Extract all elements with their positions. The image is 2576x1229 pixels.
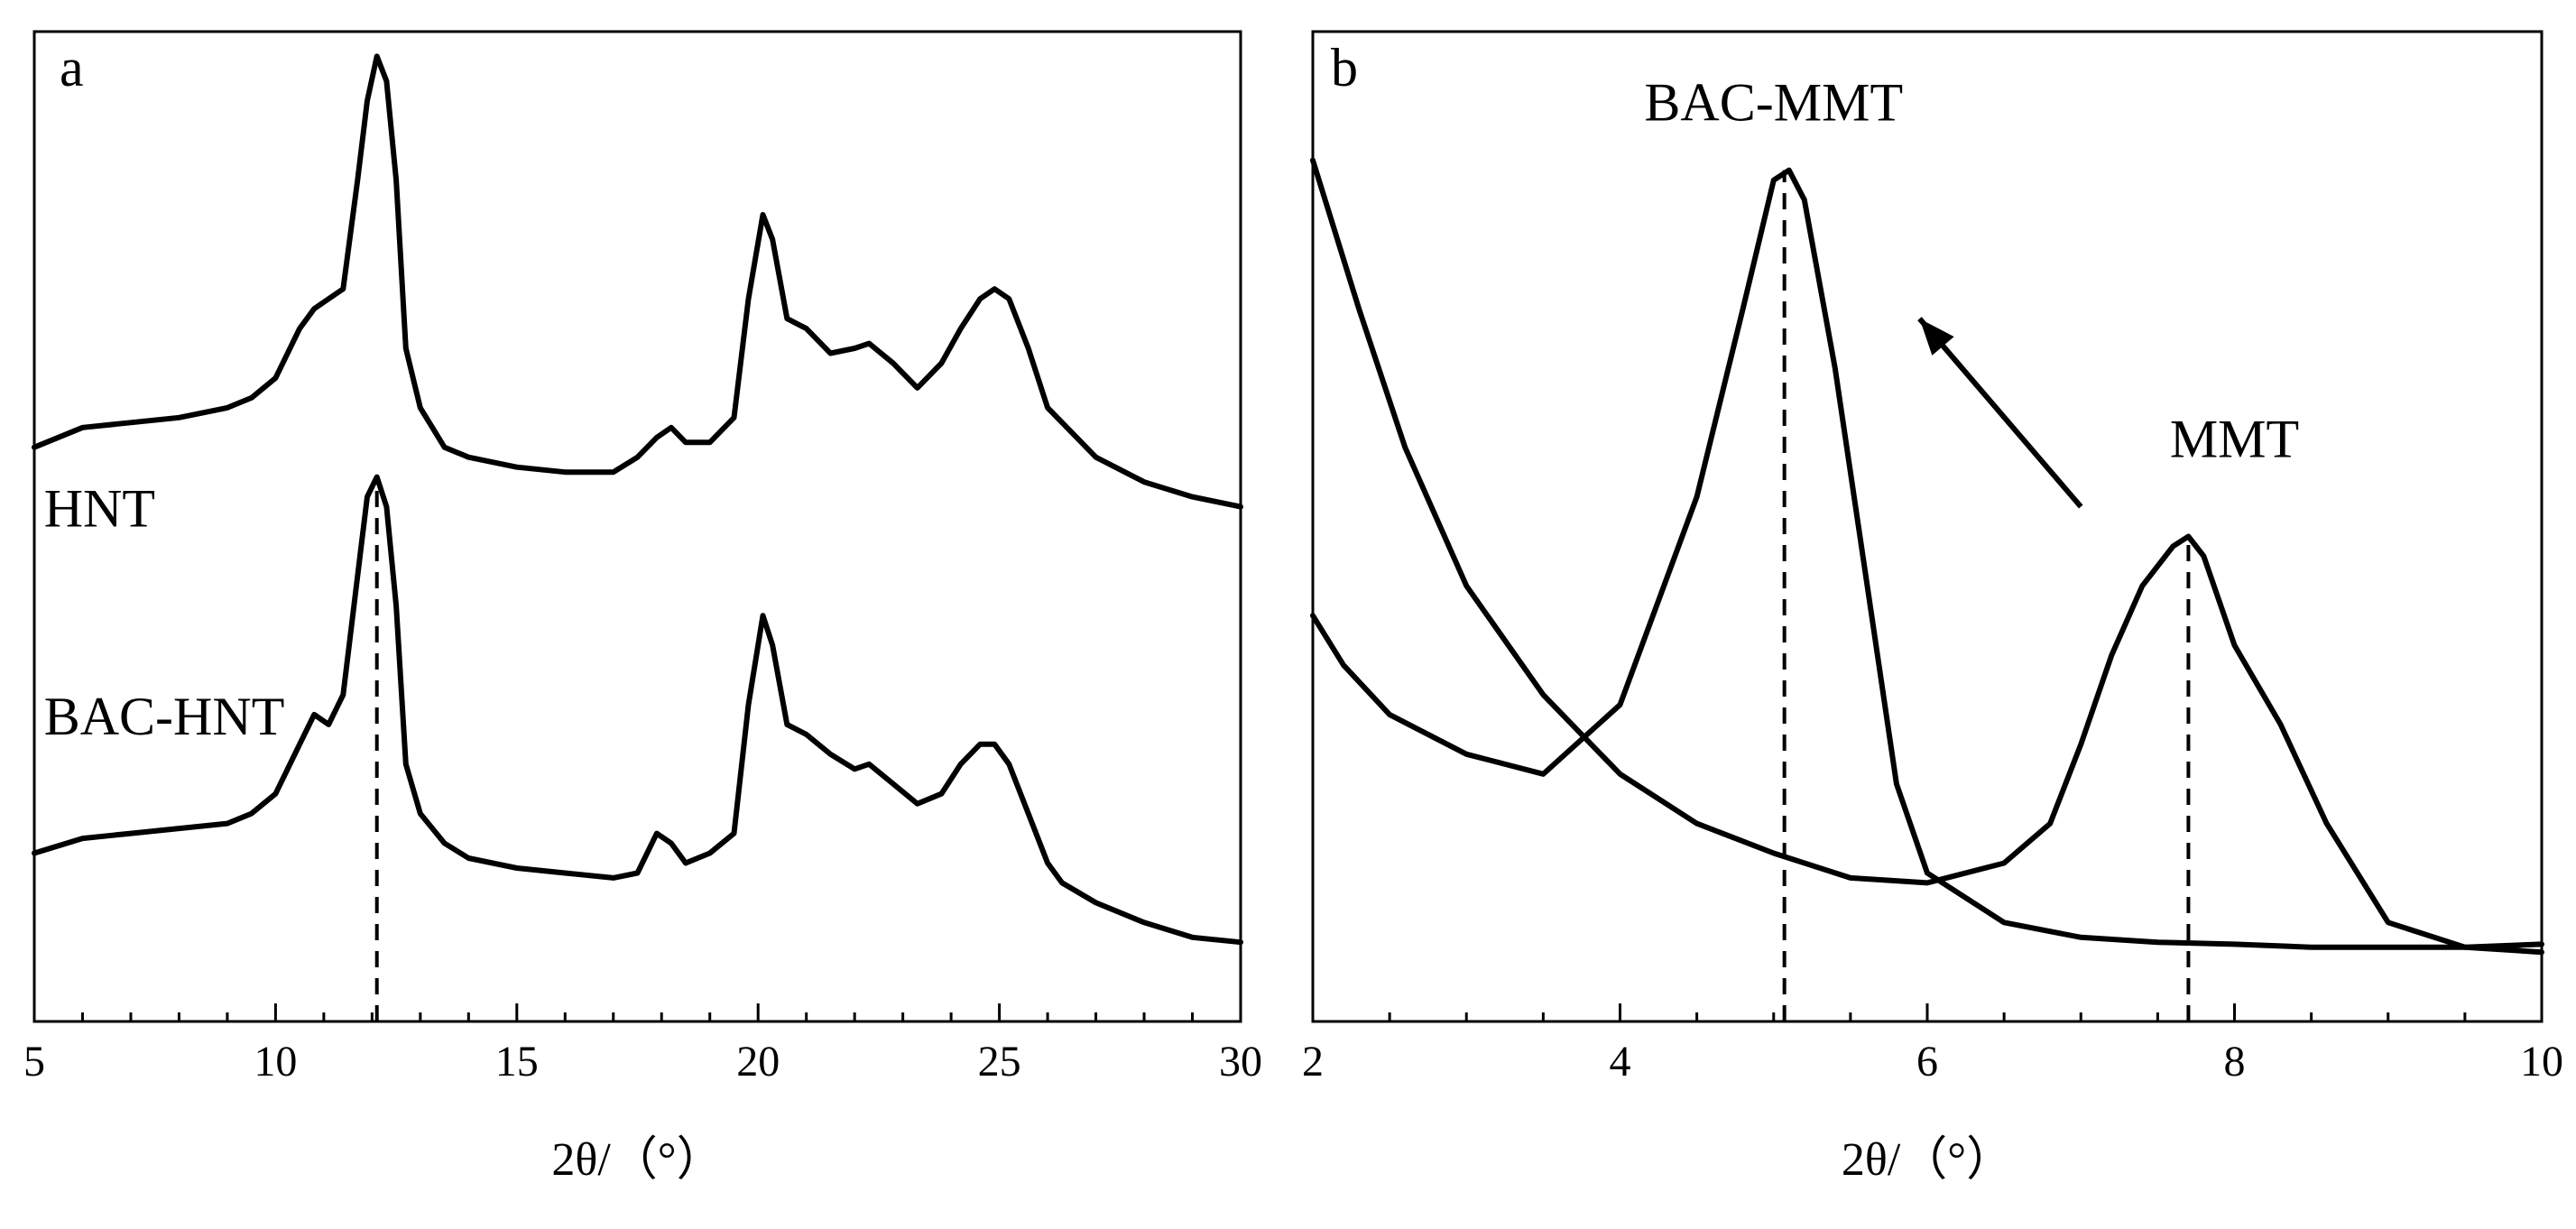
series-line-hnt bbox=[32, 53, 1243, 510]
x-tick-label: 5 bbox=[23, 1038, 45, 1086]
series-label-hnt: HNT bbox=[44, 479, 155, 539]
panel-letter: b bbox=[1331, 38, 1358, 97]
x-tick-label: 4 bbox=[1610, 1038, 1631, 1086]
x-tick-label: 15 bbox=[495, 1038, 539, 1086]
series-label-bac-hnt: BAC-HNT bbox=[44, 687, 285, 746]
x-axis-label: 2θ/（°） bbox=[1842, 1134, 2013, 1186]
x-axis-label: 2θ/（°） bbox=[551, 1134, 723, 1186]
x-tick-label: 10 bbox=[254, 1038, 297, 1086]
series-line-mmt bbox=[1310, 157, 2544, 956]
x-tick-label: 25 bbox=[978, 1038, 1021, 1086]
plot-frame bbox=[32, 30, 1242, 1023]
series-label-mmt: MMT bbox=[2170, 410, 2299, 469]
panel-letter: a bbox=[60, 38, 84, 97]
series-line-bac-hnt bbox=[32, 474, 1243, 946]
x-tick-label: 2 bbox=[1302, 1038, 1324, 1086]
x-tick-label: 8 bbox=[2224, 1038, 2246, 1086]
x-tick-label: 10 bbox=[2520, 1038, 2563, 1086]
series-line-bac-mmt bbox=[1310, 167, 2544, 950]
x-tick-label: 20 bbox=[736, 1038, 780, 1086]
x-tick-label: 6 bbox=[1916, 1038, 1938, 1086]
panel-a: 5 10 15 20 25 30 2θ/（°） a HNT BAC-HNT bbox=[23, 30, 1262, 1186]
series-label-bac-mmt: BAC-MMT bbox=[1644, 73, 1903, 133]
x-tick-label: 30 bbox=[1219, 1038, 1262, 1086]
shift-arrow-line bbox=[1917, 317, 2083, 509]
shift-arrow-head-icon bbox=[1919, 319, 1954, 356]
panel-b: 2 4 6 8 10 2θ/（°） b BAC-MMT MMT bbox=[1302, 30, 2563, 1186]
